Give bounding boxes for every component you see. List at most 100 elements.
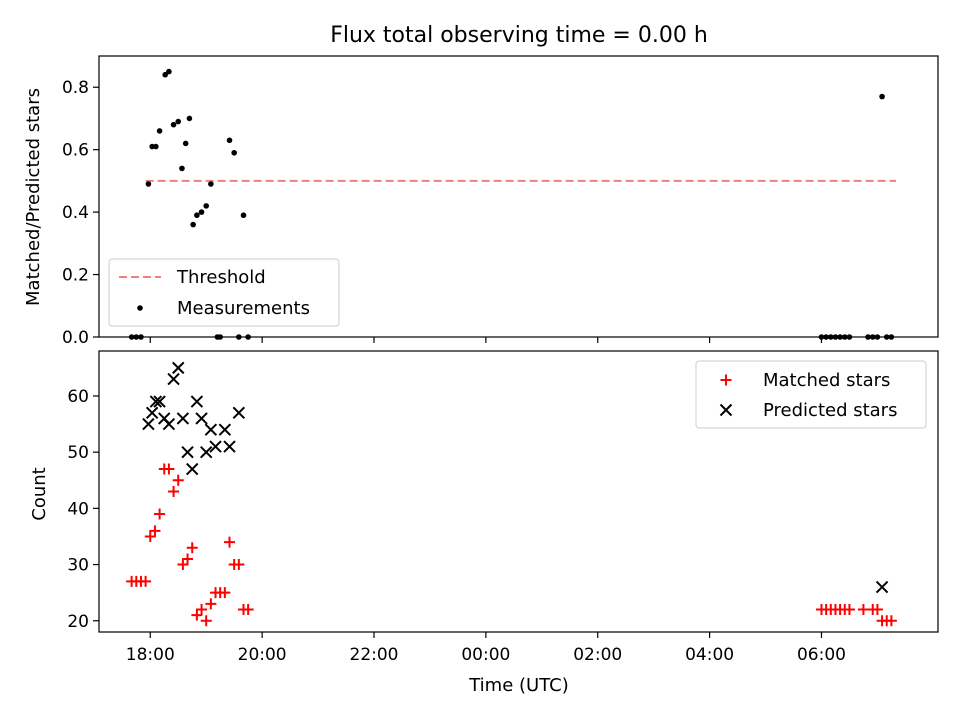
legend-predicted-label: Predicted stars	[763, 400, 897, 421]
predicted-stars-point	[232, 406, 246, 420]
predicted-stars-point	[199, 445, 213, 459]
measurements-point	[153, 143, 159, 150]
y-tick-label: 0.2	[62, 266, 89, 286]
y-tick-label: 50	[67, 443, 89, 463]
measurements-point	[240, 212, 247, 219]
predicted-stars-point	[145, 406, 159, 420]
predicted-stars-point	[195, 412, 208, 425]
measurement-points-layer	[128, 68, 895, 340]
legend-box	[695, 360, 927, 429]
matched-stars-point	[843, 604, 855, 616]
predicted-stars-point	[162, 417, 176, 431]
y-tick-label: 40	[67, 499, 89, 519]
predicted-stars-point	[875, 580, 889, 594]
legend-predicted-swatch	[719, 403, 733, 417]
matched-stars-point	[154, 508, 166, 520]
measurements-point	[879, 93, 885, 100]
matched-stars-point	[172, 474, 184, 486]
chart-title: Flux total observing time = 0.00 h	[330, 23, 708, 48]
predicted-stars-point	[223, 440, 236, 453]
legend-threshold-label: Threshold	[176, 267, 266, 288]
y-tick-label: 60	[67, 387, 89, 407]
ratio-y-ticks: 0.0 0.2 0.4 0.6 0.8	[62, 78, 99, 348]
legend-measurements-label: Measurements	[177, 298, 310, 319]
x-tick-label: 02:00	[573, 645, 622, 665]
ratio-x-ticks	[149, 337, 823, 343]
predicted-stars-point	[209, 440, 222, 453]
matched-stars-point	[885, 615, 897, 627]
predicted-stars-point	[181, 445, 194, 459]
predicted-stars-point	[176, 412, 190, 425]
x-tick-label: 04:00	[685, 645, 734, 665]
y-tick-label: 0.0	[62, 328, 89, 348]
y-tick-label: 30	[67, 556, 89, 576]
count-y-ticks: 20 30 40 50 60	[67, 387, 99, 632]
measurements-point	[198, 209, 205, 215]
matched-stars-point	[224, 536, 236, 548]
measurements-point	[231, 149, 237, 156]
y-tick-label: 20	[67, 612, 89, 632]
measurements-point	[194, 212, 200, 219]
measurements-point	[162, 71, 168, 78]
count-points-layer	[126, 361, 897, 627]
matched-stars-point	[242, 604, 254, 616]
measurements-point	[175, 118, 182, 125]
ratio-legend: Threshold Measurements	[108, 258, 340, 327]
matched-stars-point	[871, 604, 883, 616]
predicted-stars-point	[149, 395, 163, 408]
measurements-point	[156, 128, 163, 134]
legend-box	[108, 258, 340, 327]
matched-stars-point	[186, 542, 198, 554]
matched-stars-point	[163, 463, 175, 475]
legend-measurements-swatch	[137, 305, 143, 311]
matched-stars-point	[182, 553, 194, 565]
matched-stars-point	[200, 615, 212, 627]
predicted-stars-point	[204, 423, 218, 436]
matched-stars-point	[196, 604, 208, 616]
measurements-point	[166, 68, 172, 75]
predicted-stars-point	[172, 361, 185, 375]
measurements-point	[226, 137, 233, 144]
count-panel: 20 30 40 50 60 18:00 20:00 22:00 00:00 02:00 04:0…	[29, 350, 939, 696]
legend-matched-label: Matched stars	[763, 370, 890, 391]
x-tick-label: 20:00	[238, 645, 287, 665]
legend-matched-swatch	[720, 374, 732, 386]
ratio-panel: 0.00.20.40.60.8 Matched/Predicted stars …	[23, 55, 939, 348]
predicted-stars-point	[186, 462, 199, 476]
predicted-stars-point	[142, 417, 155, 431]
measurements-point	[182, 140, 189, 147]
ratio-plot-frame	[98, 55, 939, 338]
matched-stars-point	[233, 559, 245, 571]
measurements-point	[203, 203, 210, 209]
predicted-stars-point	[167, 372, 180, 386]
matched-stars-point	[149, 525, 161, 537]
x-tick-label: 06:00	[797, 645, 846, 665]
x-tick-label: 18:00	[126, 645, 175, 665]
count-legend: Matched stars Predicted stars	[695, 360, 927, 429]
measurements-point	[208, 181, 214, 187]
count-x-ticks: 18:00 20:00 22:00 00:00 02:00 04:00 06:00	[126, 632, 846, 665]
predicted-stars-point	[190, 395, 204, 408]
predicted-stars-point	[218, 423, 232, 436]
count-y-axis-label: Count	[29, 467, 50, 520]
measurements-point	[190, 221, 196, 228]
matched-stars-point	[191, 609, 203, 621]
ratio-y-axis-label: Matched/Predicted stars	[23, 88, 44, 306]
matched-stars-point	[219, 587, 231, 599]
y-tick-label: 0.8	[62, 78, 89, 98]
measurements-point	[145, 181, 152, 187]
count-plot-frame	[98, 350, 939, 633]
matched-stars-point	[168, 486, 180, 497]
y-tick-label: 0.4	[62, 203, 89, 223]
matched-stars-point	[140, 575, 152, 587]
x-tick-label: 00:00	[461, 645, 510, 665]
y-tick-label: 0.6	[62, 141, 89, 161]
matched-stars-point	[205, 598, 217, 610]
measurements-point	[170, 121, 177, 128]
matched-stars-point	[857, 604, 869, 616]
measurements-point	[179, 165, 185, 172]
matched-stars-point	[144, 530, 156, 542]
matched-stars-point	[177, 559, 189, 571]
count-x-axis-label: Time (UTC)	[468, 675, 569, 696]
